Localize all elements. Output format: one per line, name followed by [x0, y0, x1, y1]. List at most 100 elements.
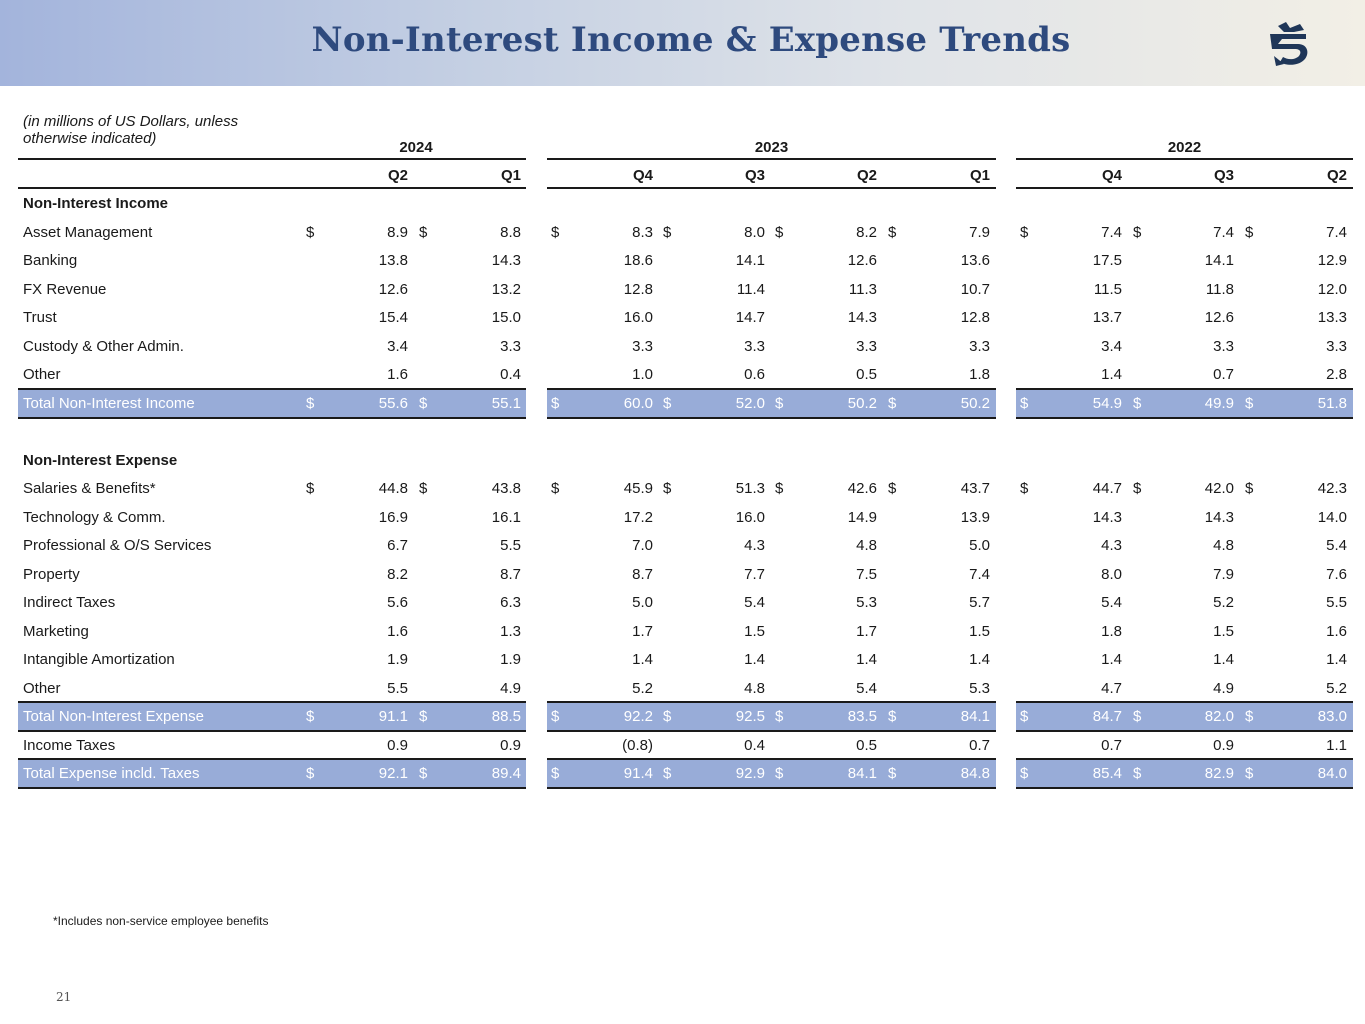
dollar-sign: $	[1133, 708, 1142, 725]
dollar-sign: $	[663, 394, 672, 412]
table-cell: 5.5	[500, 537, 521, 554]
griffin-logo-icon	[1264, 20, 1314, 68]
total-band	[18, 389, 526, 418]
header-banner	[0, 0, 1365, 86]
dollar-sign: $	[888, 765, 897, 782]
rule-line	[18, 416, 526, 419]
table-cell: 88.5	[491, 708, 521, 725]
dollar-sign: $	[1133, 394, 1142, 412]
dollar-sign: $	[775, 394, 784, 412]
table-cell: 50.2	[960, 394, 990, 412]
table-cell: 3.3	[744, 337, 765, 355]
row-label: Asset Management	[23, 223, 153, 241]
table-cell: 14.3	[847, 309, 877, 326]
table-cell: 5.4	[856, 679, 877, 697]
table-cell: 51.8	[1317, 394, 1347, 412]
table-cell: 16.0	[623, 309, 653, 326]
table-cell: 0.9	[500, 736, 521, 754]
rule-line	[1016, 701, 1353, 703]
table-cell: 5.0	[632, 594, 653, 611]
table-cell: 1.9	[500, 651, 521, 668]
dollar-sign: $	[551, 765, 560, 782]
table-cell: 4.8	[856, 537, 877, 554]
dollar-sign: $	[419, 394, 428, 412]
units-note: (in millions of US Dollars, unless other…	[23, 113, 239, 147]
table-cell: 0.6	[744, 366, 765, 383]
row-label: Property	[23, 565, 80, 583]
table-cell: 16.1	[491, 508, 521, 526]
dollar-sign: $	[663, 765, 672, 782]
table-cell: 4.8	[744, 679, 765, 697]
row-label: Indirect Taxes	[23, 594, 116, 611]
table-cell: 8.8	[500, 223, 521, 241]
rule-line	[547, 758, 996, 760]
table-cell: 49.9	[1204, 394, 1234, 412]
row-label: Trust	[23, 309, 57, 326]
rule-line	[1016, 387, 1353, 390]
dollar-sign: $	[1245, 394, 1254, 412]
table-cell: 2.8	[1326, 366, 1347, 383]
table-cell: 7.4	[1326, 223, 1347, 241]
table-cell: 6.3	[500, 594, 521, 611]
row-label: Other	[23, 366, 61, 383]
table-cell: 12.6	[1204, 309, 1234, 326]
table-cell: 5.6	[387, 594, 408, 611]
table-cell: 1.5	[969, 622, 990, 640]
dollar-sign: $	[663, 708, 672, 725]
table-cell: 3.4	[387, 337, 408, 355]
table-cell: 7.9	[1213, 565, 1234, 583]
table-cell: 5.2	[1326, 679, 1347, 697]
table-cell: 1.4	[969, 651, 990, 668]
rule-line	[18, 187, 526, 189]
table-cell: 1.7	[632, 622, 653, 640]
table-cell: 1.6	[387, 366, 408, 383]
table-cell: 42.0	[1204, 480, 1234, 497]
section-heading: Non-Interest Income	[23, 195, 169, 212]
table-cell: 0.5	[856, 366, 877, 383]
dollar-sign: $	[1020, 765, 1029, 782]
dollar-sign: $	[1133, 765, 1142, 782]
table-cell: 60.0	[623, 394, 653, 412]
table-cell: 44.7	[1092, 480, 1122, 497]
table-cell: 92.2	[623, 708, 653, 725]
table-cell: 84.7	[1092, 708, 1122, 725]
dollar-sign: $	[663, 480, 672, 497]
table-cell: 1.0	[632, 366, 653, 383]
table-cell: 11.4	[736, 280, 765, 298]
row-label: Other	[23, 679, 61, 697]
table-cell: 50.2	[847, 394, 877, 412]
table-cell: 5.4	[1326, 537, 1347, 554]
table-cell: 5.5	[1326, 594, 1347, 611]
rule-line	[547, 387, 996, 390]
table-cell: 3.3	[632, 337, 653, 355]
total-band	[1016, 703, 1353, 731]
table-cell: 14.9	[847, 508, 877, 526]
table-cell: 85.4	[1092, 765, 1122, 782]
dollar-sign: $	[306, 394, 315, 412]
table-cell: 0.7	[1213, 366, 1234, 383]
year-header-2024: 2024	[399, 139, 433, 156]
quarter-header: Q4	[632, 167, 653, 184]
total-band	[547, 389, 996, 418]
dollar-sign: $	[306, 223, 315, 241]
dollar-sign: $	[888, 480, 897, 497]
table-cell: 3.3	[969, 337, 990, 355]
dollar-sign: $	[551, 708, 560, 725]
table-cell: 13.6	[960, 252, 990, 269]
table-cell: 3.4	[1101, 337, 1122, 355]
footnote: *Includes non-service employee benefits	[53, 914, 269, 928]
dollar-sign: $	[551, 394, 560, 412]
table-cell: 14.7	[735, 309, 765, 326]
dollar-sign: $	[1245, 708, 1254, 725]
table-cell: 15.0	[491, 309, 521, 326]
table-cell: 14.3	[491, 252, 521, 269]
table-cell: 84.1	[847, 765, 877, 782]
table-cell: 1.4	[632, 651, 653, 668]
dollar-sign: $	[888, 223, 897, 241]
table-cell: 0.9	[1213, 736, 1234, 754]
row-label: Total Non-Interest Expense	[23, 708, 204, 725]
table-cell: 7.6	[1326, 565, 1347, 583]
table-cell: 1.5	[744, 622, 765, 640]
table-cell: 14.1	[1204, 252, 1234, 269]
table-cell: 84.0	[1317, 765, 1347, 782]
